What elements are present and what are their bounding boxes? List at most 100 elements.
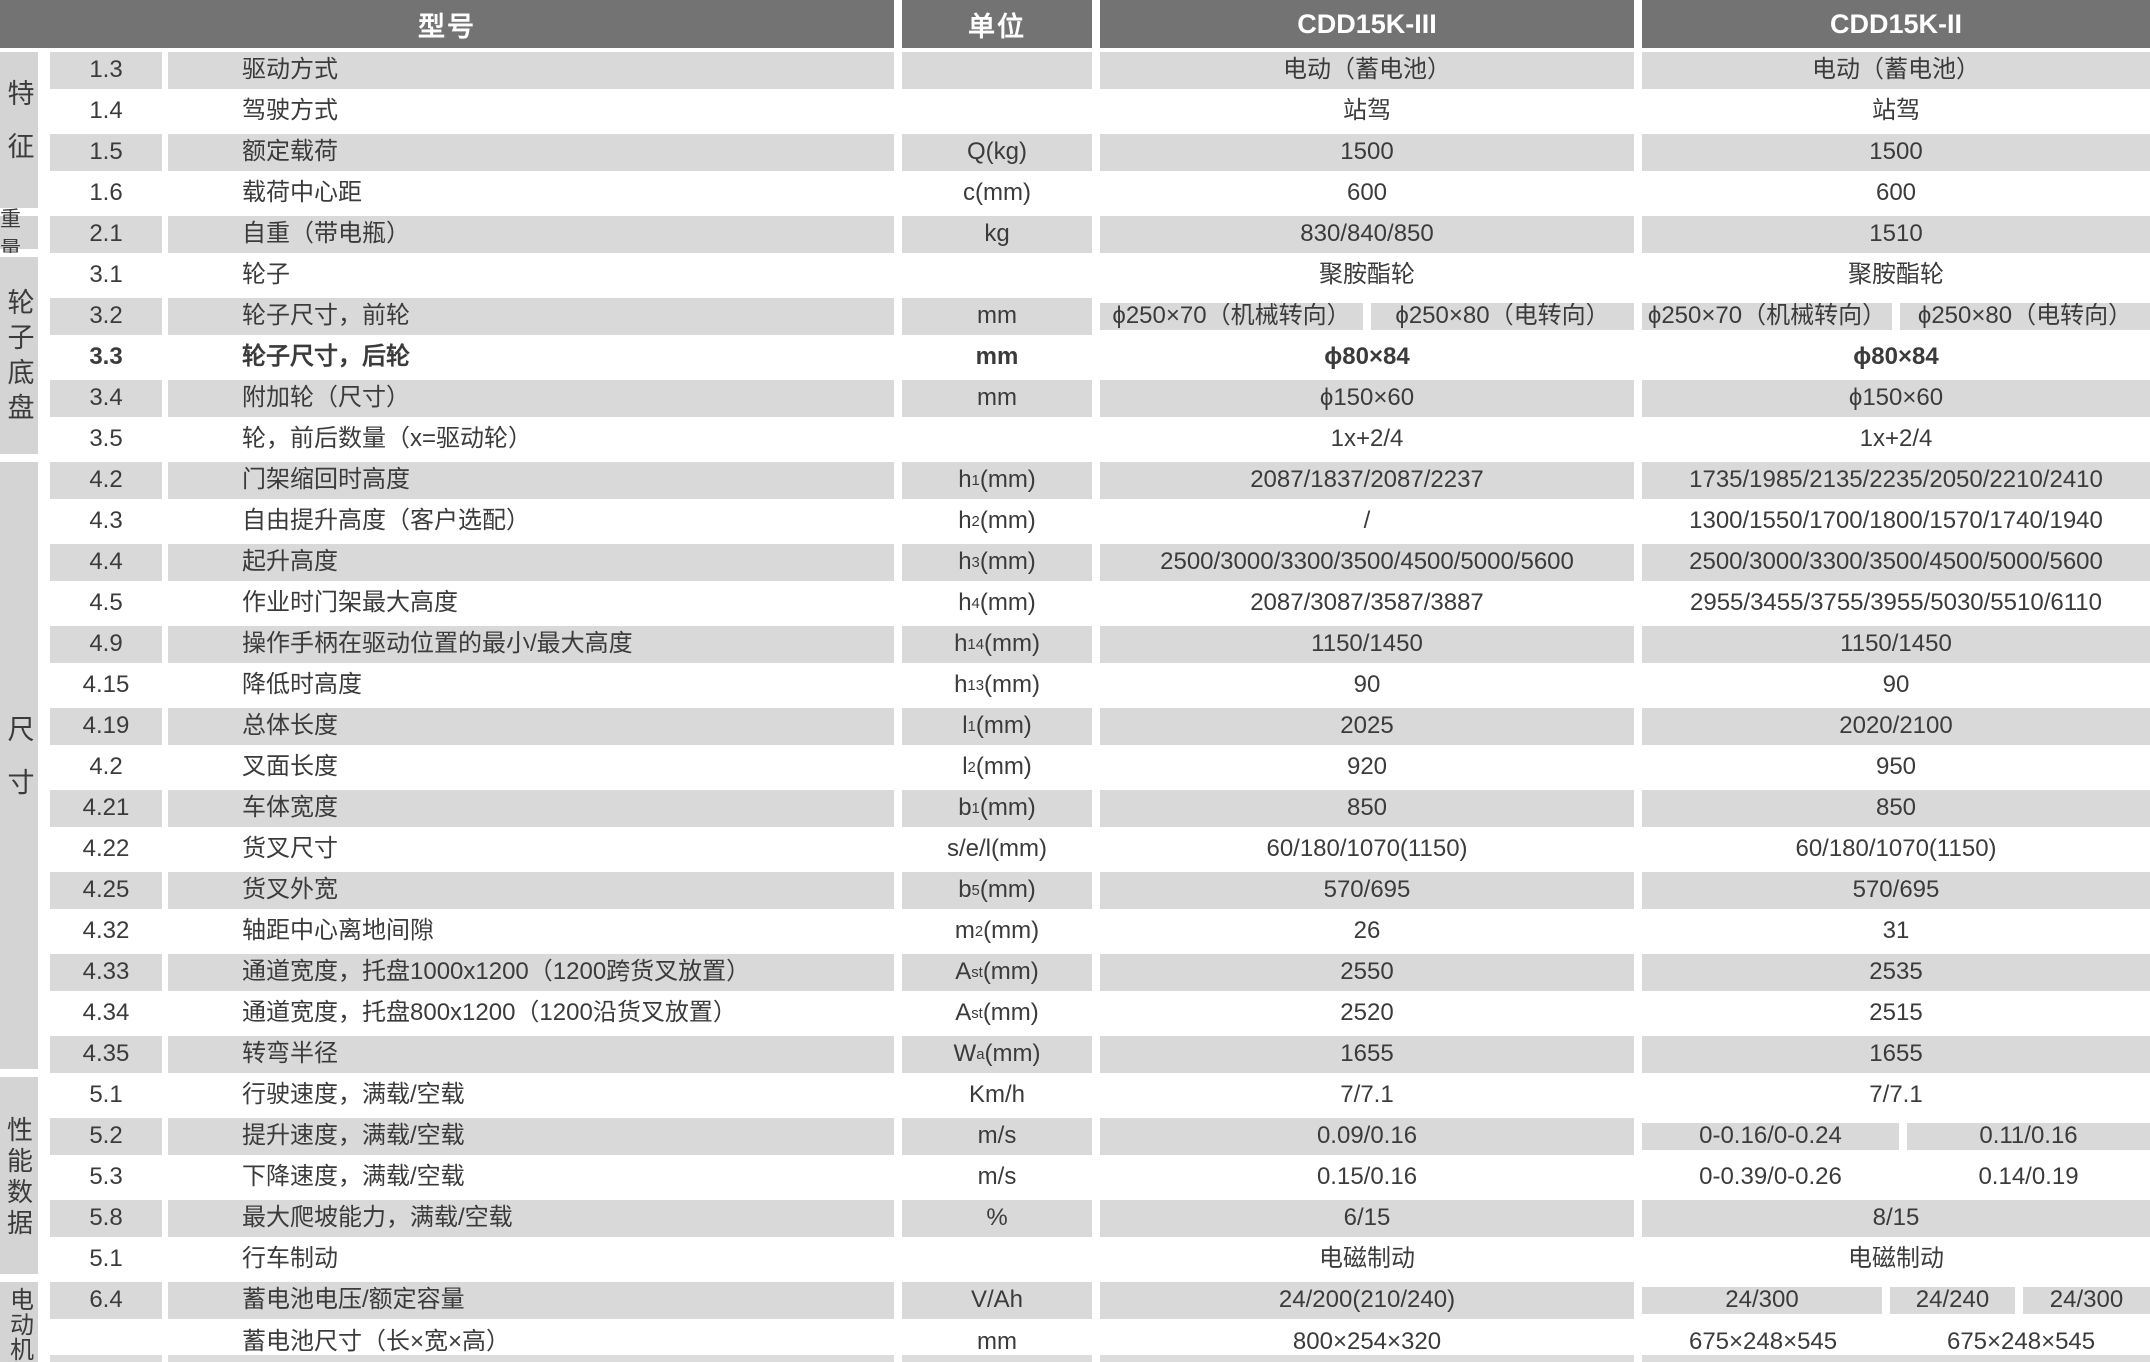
value-cdd15k-iii: 1x+2/4 bbox=[1100, 417, 1634, 458]
value-cdd15k-ii: ϕ250×70（机械转向） ϕ250×80（电转向） bbox=[1642, 294, 2150, 335]
row-unit bbox=[902, 1237, 1092, 1278]
row-unit: h 3 (mm) bbox=[902, 540, 1092, 581]
row-label: 附加轮（尺寸） bbox=[168, 376, 894, 417]
value-cdd15k-ii: ϕ150×60 bbox=[1642, 376, 2150, 417]
row-number: 4.34 bbox=[50, 991, 162, 1032]
row-unit: V/Ah bbox=[902, 1278, 1092, 1319]
value-cdd15k-iii: 600 bbox=[1100, 171, 1634, 212]
row-number: 1.6 bbox=[50, 171, 162, 212]
row-number: 4.19 bbox=[50, 704, 162, 745]
row-label: 通道宽度，托盘800x1200（1200沿货叉放置） bbox=[168, 991, 894, 1032]
value-cdd15k-iii: ϕ80×84 bbox=[1100, 335, 1634, 376]
row-unit: l 1 (mm) bbox=[902, 704, 1092, 745]
row-label: 货叉外宽 bbox=[168, 868, 894, 909]
bottom-cutoff-strip bbox=[168, 1355, 894, 1362]
row-number: 4.15 bbox=[50, 663, 162, 704]
value-cdd15k-ii: 7/7.1 bbox=[1642, 1073, 2150, 1114]
bottom-cutoff-strip bbox=[1642, 1355, 2150, 1362]
row-number bbox=[50, 1319, 162, 1362]
value-cdd15k-ii: 0-0.16/0-0.24 0.11/0.16 bbox=[1642, 1114, 2150, 1155]
row-number: 4.5 bbox=[50, 581, 162, 622]
row-label: 门架缩回时高度 bbox=[168, 458, 894, 499]
sidebar-group-label: 性能数据 bbox=[0, 1073, 38, 1278]
sidebar-group-label: 特征 bbox=[0, 48, 38, 212]
row-label: 轮子尺寸，前轮 bbox=[168, 294, 894, 335]
row-unit: h 1 (mm) bbox=[902, 458, 1092, 499]
row-label: 转弯半径 bbox=[168, 1032, 894, 1073]
value-cdd15k-iii: 0.09/0.16 bbox=[1100, 1114, 1634, 1155]
value-cdd15k-iii: 1500 bbox=[1100, 130, 1634, 171]
value-cdd15k-iii: 2087/3087/3587/3887 bbox=[1100, 581, 1634, 622]
value-cdd15k-ii-subcell: ϕ250×70（机械转向） bbox=[1642, 303, 1892, 330]
value-cdd15k-iii: 24/200(210/240) bbox=[1100, 1278, 1634, 1319]
value-cdd15k-iii: 920 bbox=[1100, 745, 1634, 786]
row-label: 操作手柄在驱动位置的最小/最大高度 bbox=[168, 622, 894, 663]
value-cdd15k-ii: 8/15 bbox=[1642, 1196, 2150, 1237]
value-cdd15k-iii: 0.15/0.16 bbox=[1100, 1155, 1634, 1196]
row-number: 3.2 bbox=[50, 294, 162, 335]
value-cdd15k-iii: 聚胺酯轮 bbox=[1100, 253, 1634, 294]
value-cdd15k-ii: 1655 bbox=[1642, 1032, 2150, 1073]
row-unit: kg bbox=[902, 212, 1092, 253]
row-number: 4.2 bbox=[50, 745, 162, 786]
header-unit-column: 单位 bbox=[902, 0, 1092, 48]
row-label: 额定载荷 bbox=[168, 130, 894, 171]
value-cdd15k-iii: 站驾 bbox=[1100, 89, 1634, 130]
value-cdd15k-ii-subcell: 24/300 bbox=[2023, 1287, 2150, 1314]
row-unit: m/s bbox=[902, 1155, 1092, 1196]
value-cdd15k-iii: 电动（蓄电池） bbox=[1100, 48, 1634, 89]
row-label: 最大爬坡能力，满载/空载 bbox=[168, 1196, 894, 1237]
value-cdd15k-ii-subcell: ϕ250×80（电转向） bbox=[1900, 303, 2150, 330]
value-cdd15k-iii: 800×254×320 bbox=[1100, 1319, 1634, 1362]
value-cdd15k-iii: 2087/1837/2087/2237 bbox=[1100, 458, 1634, 499]
value-cdd15k-ii: 1500 bbox=[1642, 130, 2150, 171]
row-label: 轮子尺寸，后轮 bbox=[168, 335, 894, 376]
row-number: 5.3 bbox=[50, 1155, 162, 1196]
value-cdd15k-iii: 2025 bbox=[1100, 704, 1634, 745]
row-number: 4.25 bbox=[50, 868, 162, 909]
sidebar-group-label: 重量 bbox=[0, 208, 38, 261]
value-cdd15k-iii-subcell: ϕ250×70（机械转向） bbox=[1100, 303, 1363, 330]
row-number: 4.9 bbox=[50, 622, 162, 663]
row-unit: m 2 (mm) bbox=[902, 909, 1092, 950]
row-number: 1.4 bbox=[50, 89, 162, 130]
header-model-cdd15k-ii: CDD15K-II bbox=[1642, 0, 2150, 48]
value-cdd15k-ii: 31 bbox=[1642, 909, 2150, 950]
bottom-cutoff-strip bbox=[902, 1355, 1092, 1362]
row-number: 3.5 bbox=[50, 417, 162, 458]
value-cdd15k-iii: 1655 bbox=[1100, 1032, 1634, 1073]
value-cdd15k-iii: ϕ250×70（机械转向） ϕ250×80（电转向） bbox=[1100, 294, 1634, 335]
row-label: 起升高度 bbox=[168, 540, 894, 581]
row-unit: b 5 (mm) bbox=[902, 868, 1092, 909]
value-cdd15k-iii: 2500/3000/3300/3500/4500/5000/5600 bbox=[1100, 540, 1634, 581]
value-cdd15k-ii: 2500/3000/3300/3500/4500/5000/5600 bbox=[1642, 540, 2150, 581]
row-label: 通道宽度，托盘1000x1200（1200跨货叉放置） bbox=[168, 950, 894, 991]
value-cdd15k-ii: 2515 bbox=[1642, 991, 2150, 1032]
row-unit: mm bbox=[902, 294, 1092, 335]
row-unit bbox=[902, 417, 1092, 458]
value-cdd15k-ii: 570/695 bbox=[1642, 868, 2150, 909]
value-cdd15k-iii: 1150/1450 bbox=[1100, 622, 1634, 663]
row-number: 6.4 bbox=[50, 1278, 162, 1319]
row-number: 4.22 bbox=[50, 827, 162, 868]
value-cdd15k-iii: / bbox=[1100, 499, 1634, 540]
value-cdd15k-iii: 570/695 bbox=[1100, 868, 1634, 909]
row-number: 4.33 bbox=[50, 950, 162, 991]
row-number: 5.1 bbox=[50, 1073, 162, 1114]
value-cdd15k-iii: 7/7.1 bbox=[1100, 1073, 1634, 1114]
row-label: 叉面长度 bbox=[168, 745, 894, 786]
row-number: 4.3 bbox=[50, 499, 162, 540]
row-number: 1.3 bbox=[50, 48, 162, 89]
value-cdd15k-ii-subcell: 675×248×545 bbox=[1946, 1329, 2096, 1356]
value-cdd15k-ii-subcell: 24/300 bbox=[1642, 1287, 1882, 1314]
row-label: 提升速度，满载/空载 bbox=[168, 1114, 894, 1155]
row-label: 降低时高度 bbox=[168, 663, 894, 704]
row-label: 总体长度 bbox=[168, 704, 894, 745]
row-label: 行车制动 bbox=[168, 1237, 894, 1278]
row-unit: h 4 (mm) bbox=[902, 581, 1092, 622]
row-label: 货叉尺寸 bbox=[168, 827, 894, 868]
row-unit: mm bbox=[902, 335, 1092, 376]
